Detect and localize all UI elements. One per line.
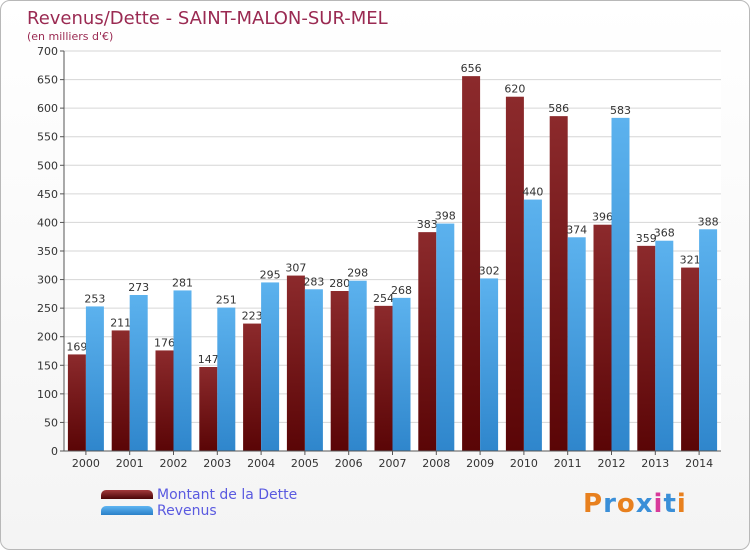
bar-dette [505,96,524,451]
chart-title: Revenus/Dette - SAINT-MALON-SUR-MEL [27,8,388,29]
data-label-revenus: 368 [654,227,675,240]
y-tick-label: 450 [37,188,58,201]
bar-dette [286,275,305,451]
data-label-revenus: 440 [522,186,543,199]
data-label-dette: 223 [242,310,263,323]
bar-dette [155,350,174,451]
bar-revenus [567,237,586,451]
x-tick-label: 2003 [203,457,231,470]
data-label-revenus: 251 [216,294,237,307]
chart-subtitle: (en milliers d'€) [27,30,114,43]
y-tick-label: 350 [37,245,58,258]
x-tick-label: 2008 [422,457,450,470]
x-tick-label: 2014 [685,457,713,470]
y-tick-label: 400 [37,216,58,229]
y-tick-label: 50 [44,416,58,429]
bar-dette [549,116,568,452]
data-label-revenus: 281 [172,276,193,289]
y-tick-label: 100 [37,388,58,401]
x-tick-label: 2010 [510,457,538,470]
data-label-revenus: 583 [610,104,631,117]
data-label-dette: 383 [417,218,438,231]
data-label-dette: 280 [329,277,350,290]
data-label-dette: 211 [110,316,131,329]
data-label-dette: 147 [198,353,219,366]
data-label-revenus: 298 [347,267,368,280]
x-tick-label: 2005 [291,457,319,470]
bar-dette [418,232,437,451]
data-label-revenus: 283 [303,275,324,288]
x-tick-label: 2011 [554,457,582,470]
data-label-dette: 656 [461,62,482,75]
bar-revenus [348,280,367,451]
x-tick-label: 2006 [335,457,363,470]
data-label-dette: 620 [504,83,525,96]
x-tick-label: 2004 [247,457,275,470]
data-label-dette: 359 [636,232,657,245]
bar-revenus [611,117,630,451]
data-label-dette: 307 [285,262,306,275]
data-label-revenus: 253 [84,292,105,305]
y-tick-label: 500 [37,159,58,172]
data-label-dette: 254 [373,292,394,305]
data-label-revenus: 398 [435,210,456,223]
x-tick-label: 2001 [116,457,144,470]
bar-revenus [129,295,148,451]
data-label-dette: 396 [592,211,613,224]
bar-dette [462,76,481,452]
bar-dette [67,354,86,451]
data-label-dette: 321 [680,254,701,267]
legend-label-dette: Montant de la Dette [157,487,298,503]
x-tick-label: 2009 [466,457,494,470]
y-tick-label: 600 [37,102,58,115]
data-label-revenus: 374 [566,223,587,236]
x-tick-label: 2013 [641,457,669,470]
data-label-revenus: 268 [391,284,412,297]
data-label-revenus: 302 [479,264,500,277]
data-label-dette: 169 [66,340,87,353]
data-label-revenus: 295 [260,268,281,281]
bar-revenus [392,297,411,451]
bar-dette [681,267,700,451]
x-tick-label: 2002 [160,457,188,470]
bar-revenus [523,199,542,451]
bar-dette [593,224,612,451]
bar-dette [374,305,393,451]
bar-revenus [217,307,236,451]
bar-revenus [436,223,455,451]
bar-revenus [304,289,323,451]
bar-revenus [173,290,192,451]
y-tick-label: 700 [37,45,58,58]
y-tick-label: 300 [37,274,58,287]
y-tick-label: 550 [37,131,58,144]
y-tick-label: 0 [51,445,58,458]
bar-dette [199,367,218,451]
legend-label-revenus: Revenus [157,503,217,519]
y-tick-label: 650 [37,74,58,87]
data-label-revenus: 388 [698,215,719,228]
legend-swatch-dette [101,490,153,499]
bar-dette [111,330,130,451]
data-label-revenus: 273 [128,281,149,294]
x-tick-label: 2012 [598,457,626,470]
data-label-dette: 586 [548,102,569,115]
bar-revenus [699,229,718,451]
bar-revenus [480,278,499,451]
bar-dette [243,323,262,451]
bar-revenus [655,240,674,451]
bar-revenus [85,306,104,451]
y-tick-label: 200 [37,331,58,344]
y-tick-label: 250 [37,302,58,315]
data-label-dette: 176 [154,336,175,349]
proxiti-logo: Proxiti [583,489,687,519]
y-tick-label: 150 [37,359,58,372]
bar-revenus [261,282,280,451]
bar-dette [637,245,656,451]
bar-dette [330,291,349,451]
x-tick-label: 2007 [379,457,407,470]
legend-swatch-revenus [101,506,153,515]
x-tick-label: 2000 [72,457,100,470]
